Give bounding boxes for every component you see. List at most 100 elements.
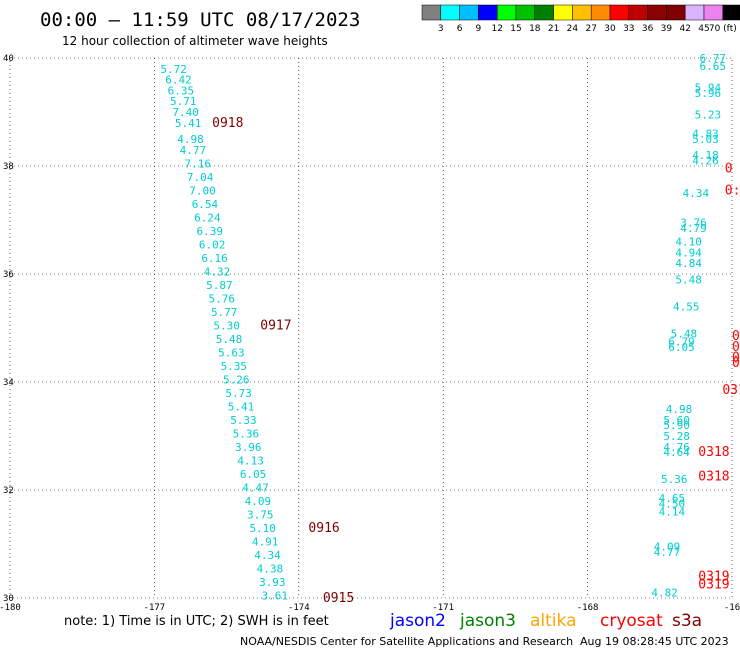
satellite-legend-altika: altika [530,611,577,631]
pass-time-label: 0 [725,162,733,177]
wave-height-label: 5.63 [218,346,245,359]
colorbar-label: 6 [457,24,463,34]
colorbar-legend: 3 6 9 12 15 18 21 24 27 30 33 36 39 42 45 70 (ft) [421,4,740,34]
pass-time-label: 0918 [212,116,243,131]
wave-height-label: 6.16 [201,252,228,265]
colorbar-label: 27 [585,24,596,34]
pass-time-label: 0318 [698,470,729,485]
wave-height-label: 6.42 [165,74,192,87]
wave-height-label: 4.50 [659,498,686,511]
y-tick-label: 32 [3,486,14,496]
colorbar-swatch [572,4,592,21]
wave-height-label: 4.98 [666,403,693,416]
wave-height-label: 4.26 [692,155,719,168]
colorbar-swatch [478,4,498,21]
wave-height-label: 5.35 [221,360,248,373]
pass-time-label: 031 [732,351,740,366]
colorbar-swatch [609,4,630,21]
colorbar-swatch [459,4,479,21]
colorbar-swatch [647,4,667,21]
colorbar-label: 70 (ft) [709,24,737,34]
colorbar-label: 21 [548,24,559,34]
wave-height-label: 5.41 [175,117,202,130]
wave-height-label: 5.72 [160,63,187,76]
pass-time-label: 0915 [323,591,354,606]
wave-height-label: 6.35 [168,84,195,97]
pass-time-label: 0318 [732,356,740,371]
pass-time-labels: 091809170916091500:031031031031803180318… [212,116,740,606]
chart-title: 00:00 – 11:59 UTC 08/17/2023 [40,9,360,31]
wave-height-label: 5.30 [213,319,240,332]
colorbar-label: 36 [642,24,654,34]
wave-height-label: 5.96 [695,87,722,100]
wave-height-label: 4.14 [659,506,686,519]
colorbar-label: 12 [491,24,502,34]
wave-height-label: 5.94 [695,82,722,95]
wave-height-label: 4.83 [692,128,719,141]
wave-height-label: 4.98 [177,133,204,146]
wave-height-label: 4.77 [654,546,681,559]
wave-height-label: 4.64 [663,446,690,459]
pass-time-label: 031 [732,340,740,355]
wave-height-label: 4.32 [204,265,231,278]
colorbar-label: 15 [510,24,521,34]
wave-height-label: 5.90 [663,419,690,432]
colorbar-swatch [440,4,460,21]
colorbar-label: 33 [623,24,634,34]
colorbar-label: 42 [679,24,690,34]
colorbar-label: 24 [567,24,579,34]
colorbar-swatch [628,4,648,21]
satellite-legend-cryosat: cryosat [600,611,663,631]
wave-height-label: 5.48 [671,327,698,340]
wave-height-label: 4.84 [675,257,702,270]
wave-height-label: 5.33 [230,414,257,427]
colorbar-swatch [666,4,686,21]
chart-subtitle: 12 hour collection of altimeter wave hei… [62,34,328,48]
wave-height-label: 3.96 [235,441,262,454]
colorbar-label: 18 [529,24,541,34]
wave-height-label: 7.16 [184,157,211,170]
colorbar-swatch [722,4,740,21]
wave-height-label: 6.39 [197,225,224,238]
wave-height-label: 7.00 [189,184,216,197]
wave-height-label: 4.76 [663,441,690,454]
wave-height-label: 7.40 [172,106,199,119]
wave-height-label: 3.75 [247,508,274,521]
x-tick-label: -16 [724,603,740,613]
x-tick-label: -180 [0,603,21,613]
colorbar-swatch [496,4,517,21]
wave-height-tracks: 5.726.426.355.717.405.414.984.777.167.04… [160,52,726,602]
wave-height-label: 4.09 [654,541,681,554]
y-tick-label: 30 [3,594,14,604]
axis-ticks: -180 -177 -174 -171 -168 -16 30 32 34 36 38 40 [0,54,740,613]
wave-height-label: 6.05 [240,468,267,481]
wave-height-label: 7.04 [187,171,214,184]
wave-height-label: 5.36 [661,473,688,486]
colorbar-label: 45 [698,24,709,34]
x-tick-label: -177 [144,603,166,613]
wave-height-label: 4.91 [252,535,279,548]
wave-height-label: 5.03 [692,133,719,146]
y-tick-label: 36 [3,270,14,280]
colorbar-swatch [684,4,705,21]
wave-height-label: 6.02 [199,238,226,251]
wave-height-label: 5.28 [663,430,690,443]
wave-height-label: 4.34 [254,549,281,562]
wave-height-label: 5.23 [695,109,722,122]
colorbar-swatch [703,4,724,21]
x-tick-label: -171 [432,603,454,613]
pass-time-label: 0319 [698,569,729,584]
wave-height-label: 4.34 [683,187,710,200]
y-tick-label: 38 [3,162,14,172]
pass-time-label: 0319 [698,578,729,593]
wave-height-label: 4.82 [651,587,678,600]
timestamp-text: Aug 19 08:28:45 UTC 2023 [580,635,729,648]
pass-time-label: 0318 [722,383,740,398]
y-tick-label: 34 [3,378,14,388]
wave-height-label: 5.77 [211,306,238,319]
plot-grid [9,57,733,599]
wave-height-label: 5.41 [228,400,255,413]
colorbar-swatch [515,4,536,21]
satellite-legend-jason3: jason3 [459,611,516,631]
